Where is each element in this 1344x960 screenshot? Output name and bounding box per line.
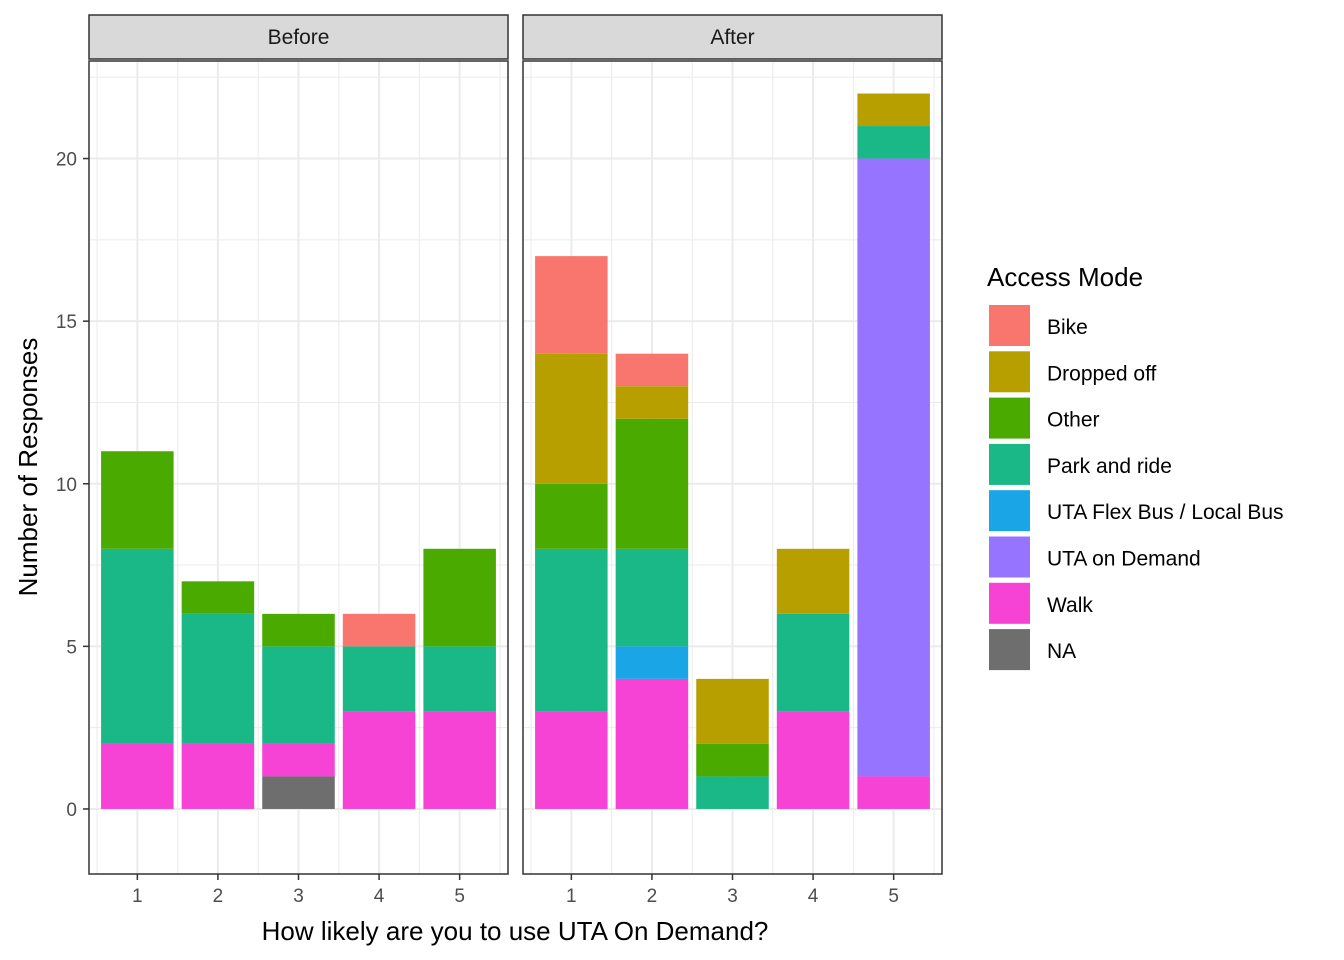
legend-item: UTA Flex Bus / Local Bus — [989, 490, 1284, 532]
panel-before: Before 1 2 3 4 5 0 5 10 15 20 — [56, 14, 509, 907]
bar-segment-dropped-off-3 — [696, 678, 769, 744]
x-tick-label: 5 — [888, 886, 899, 907]
facet-strip-label: Before — [268, 26, 330, 49]
legend-label: UTA Flex Bus / Local Bus — [1047, 501, 1284, 524]
y-tick-label: 0 — [66, 800, 77, 821]
legend-swatch — [989, 629, 1030, 671]
x-tick-label: 4 — [374, 886, 385, 907]
bar-segment-walk-5 — [857, 776, 930, 809]
x-tick-label: 1 — [132, 886, 143, 907]
bar-segment-walk-2 — [181, 743, 255, 809]
legend-swatch — [989, 397, 1030, 439]
facet-strip — [88, 14, 509, 60]
bar-segment-park-and-ride-4 — [342, 646, 416, 712]
legend-label: Bike — [1047, 316, 1088, 339]
bar-segment-walk-1 — [535, 711, 608, 809]
facet-strip-label: After — [710, 26, 754, 49]
bar-segment-other-2 — [615, 418, 689, 549]
bar-segment-bike-1 — [535, 256, 608, 354]
bar-segment-other-5 — [423, 548, 496, 647]
legend-item: Park and ride — [989, 443, 1172, 485]
legend-item: NA — [989, 629, 1076, 671]
chart-panels: Before 1 2 3 4 5 0 5 10 15 20 After 1 2 3 4 5 — [56, 14, 943, 907]
bar-segment-walk-4 — [342, 711, 416, 809]
x-tick-label: 2 — [213, 886, 224, 907]
y-axis-title: Number of Responses — [13, 338, 43, 597]
x-tick-label: 3 — [727, 886, 738, 907]
y-tick-label: 15 — [56, 312, 77, 333]
legend-label: Dropped off — [1047, 362, 1157, 385]
bar-segment-park-and-ride-2 — [615, 548, 689, 647]
y-tick-label: 5 — [66, 637, 77, 658]
bar-segment-walk-1 — [101, 743, 174, 809]
facet-strip — [522, 14, 943, 60]
bar-segment-walk-3 — [262, 743, 335, 777]
bar-segment-dropped-off-5 — [857, 93, 930, 127]
bar-segment-dropped-off-1 — [535, 353, 608, 484]
bar-segment-na-3 — [262, 776, 335, 809]
bar-segment-uta-on-demand-5 — [857, 158, 930, 777]
bar-segment-park-and-ride-4 — [776, 613, 850, 712]
bar-segment-dropped-off-2 — [615, 386, 689, 419]
y-tick-label: 10 — [56, 475, 77, 496]
bar-segment-bike-4 — [342, 613, 416, 647]
bar-segment-park-and-ride-3 — [262, 646, 335, 744]
bar-segment-park-and-ride-1 — [101, 548, 174, 744]
x-tick-label: 4 — [808, 886, 819, 907]
x-tick-label: 5 — [454, 886, 465, 907]
x-tick-label: 2 — [647, 886, 658, 907]
legend-item: Bike — [989, 305, 1088, 346]
legend-swatch — [989, 536, 1030, 578]
legend-swatch — [989, 351, 1030, 393]
bar-segment-bike-2 — [615, 353, 689, 387]
bar-segment-walk-2 — [615, 678, 689, 809]
legend-label: NA — [1047, 640, 1076, 663]
legend-item: UTA on Demand — [989, 536, 1201, 578]
bar-segment-uta-flex-bus-local-bus-2 — [615, 646, 689, 679]
bar-segment-park-and-ride-2 — [181, 613, 255, 744]
bar-segment-other-2 — [181, 581, 255, 614]
bar-segment-park-and-ride-3 — [696, 776, 769, 809]
x-tick-label: 3 — [293, 886, 304, 907]
legend-swatch — [989, 305, 1030, 346]
legend-item: Other — [989, 397, 1100, 439]
legend: Bike Dropped off Other Park and ride UTA Fle… — [989, 305, 1284, 671]
bar-segment-walk-4 — [776, 711, 850, 809]
x-tick-label: 1 — [566, 886, 577, 907]
bar-segment-park-and-ride-1 — [535, 548, 608, 712]
legend-label: Park and ride — [1047, 455, 1172, 478]
bar-segment-park-and-ride-5 — [423, 646, 496, 712]
bar-segment-park-and-ride-5 — [857, 126, 930, 159]
y-tick-label: 20 — [56, 150, 77, 171]
panel-after: After 1 2 3 4 5 — [522, 14, 943, 907]
legend-item: Dropped off — [989, 351, 1157, 393]
bar-segment-other-1 — [101, 451, 174, 549]
legend-label: Other — [1047, 409, 1100, 432]
legend-title: Access Mode — [987, 262, 1143, 292]
legend-swatch — [989, 582, 1030, 624]
legend-item: Walk — [989, 582, 1093, 624]
bar-segment-other-1 — [535, 483, 608, 549]
bar-segment-walk-5 — [423, 711, 496, 809]
bar-segment-dropped-off-4 — [776, 548, 850, 614]
legend-label: UTA on Demand — [1047, 548, 1201, 571]
legend-swatch — [989, 490, 1030, 532]
x-axis-title: How likely are you to use UTA On Demand? — [262, 916, 769, 946]
legend-label: Walk — [1047, 594, 1093, 617]
bar-segment-other-3 — [262, 613, 335, 647]
legend-swatch — [989, 443, 1030, 485]
bar-segment-other-3 — [696, 743, 769, 777]
